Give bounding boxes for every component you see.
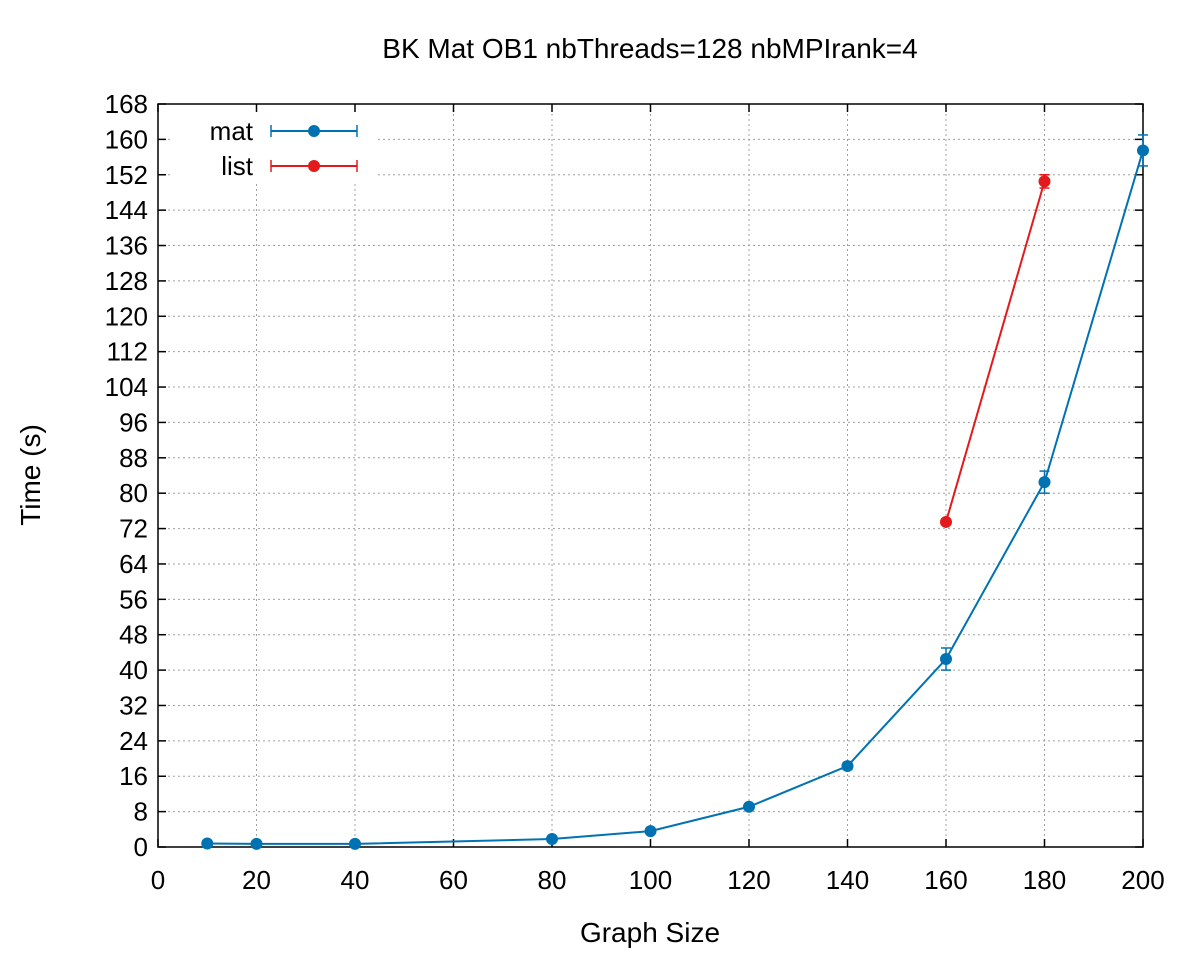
x-tick-label: 120 bbox=[727, 865, 770, 895]
legend-marker-mat bbox=[308, 125, 320, 137]
x-tick-label: 0 bbox=[151, 865, 165, 895]
y-tick-label: 24 bbox=[119, 726, 148, 756]
y-tick-label: 64 bbox=[119, 549, 148, 579]
data-point bbox=[1137, 144, 1149, 157]
data-point bbox=[940, 653, 952, 666]
y-tick-label: 128 bbox=[105, 266, 148, 296]
y-tick-label: 56 bbox=[119, 584, 148, 614]
data-point bbox=[201, 837, 214, 850]
x-tick-label: 200 bbox=[1121, 865, 1164, 895]
data-point bbox=[546, 833, 558, 846]
data-point bbox=[349, 837, 361, 850]
series-list bbox=[940, 174, 1051, 528]
series-mat bbox=[201, 134, 1149, 850]
y-tick-label: 168 bbox=[105, 89, 148, 119]
x-tick-label: 60 bbox=[439, 865, 468, 895]
x-tick-label: 180 bbox=[1023, 865, 1066, 895]
x-axis-title: Graph Size bbox=[580, 917, 720, 948]
y-tick-label: 8 bbox=[134, 797, 148, 827]
data-point bbox=[1038, 476, 1051, 489]
legend-marker-list bbox=[308, 160, 320, 172]
series-line-list bbox=[945, 181, 1046, 523]
data-point bbox=[644, 825, 657, 838]
y-tick-label: 120 bbox=[105, 301, 148, 331]
data-point bbox=[250, 837, 263, 850]
data-point bbox=[841, 760, 854, 773]
legend-box bbox=[170, 112, 376, 184]
x-tick-label: 40 bbox=[341, 865, 370, 895]
y-tick-label: 0 bbox=[134, 832, 148, 862]
x-tick-label: 20 bbox=[242, 865, 271, 895]
x-tick-label: 100 bbox=[629, 865, 672, 895]
legend: mat list bbox=[170, 112, 376, 184]
series-layer bbox=[201, 134, 1149, 850]
data-point bbox=[1038, 175, 1051, 188]
y-tick-label: 144 bbox=[105, 195, 148, 225]
data-point bbox=[743, 800, 755, 813]
y-axis-title: Time (s) bbox=[15, 424, 46, 526]
y-tick-label: 80 bbox=[119, 478, 148, 508]
y-tick-label: 16 bbox=[119, 761, 148, 791]
legend-label-mat: mat bbox=[210, 116, 254, 146]
x-tick-label: 140 bbox=[826, 865, 869, 895]
x-tick-label: 80 bbox=[538, 865, 567, 895]
y-tick-label: 88 bbox=[119, 443, 148, 473]
series-line-mat bbox=[207, 150, 1144, 845]
y-tick-label: 72 bbox=[119, 514, 148, 544]
y-tick-label: 48 bbox=[119, 620, 148, 650]
data-point bbox=[940, 515, 952, 528]
legend-label-list: list bbox=[221, 151, 254, 181]
chart-title: BK Mat OB1 nbThreads=128 nbMPIrank=4 bbox=[382, 33, 917, 64]
y-tick-label: 32 bbox=[119, 690, 148, 720]
x-tick-label: 160 bbox=[924, 865, 967, 895]
y-tick-label: 40 bbox=[119, 655, 148, 685]
y-tick-label: 96 bbox=[119, 407, 148, 437]
y-tick-label: 112 bbox=[107, 337, 148, 367]
y-tick-label: 136 bbox=[105, 231, 148, 261]
grid bbox=[158, 104, 1143, 847]
y-tick-label: 160 bbox=[105, 124, 148, 154]
y-tick-label: 152 bbox=[105, 160, 148, 190]
y-tick-label: 104 bbox=[105, 372, 148, 402]
